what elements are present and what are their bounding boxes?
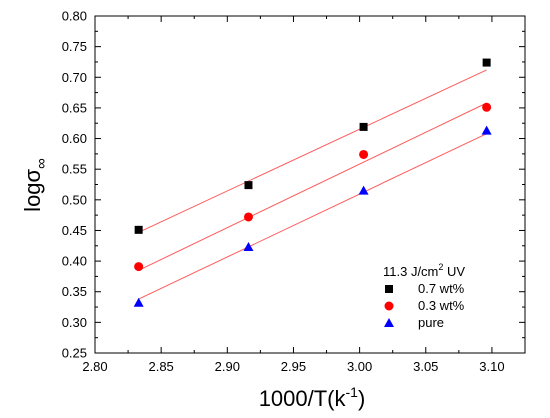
data-points	[133, 58, 492, 307]
fit-line	[138, 133, 487, 300]
fit-line	[138, 102, 487, 271]
data-point	[358, 185, 369, 195]
data-point	[243, 212, 253, 222]
y-tick-label: 0.65	[62, 100, 87, 115]
data-point	[482, 102, 492, 112]
x-tick-label: 3.00	[347, 359, 372, 374]
legend-marker	[384, 318, 394, 327]
data-point	[134, 225, 143, 234]
data-point	[243, 241, 254, 251]
y-tick-label: 0.50	[62, 192, 87, 207]
axis-ticks: 2.80 2.85 2.90 2.95 3.00 3.05 3.10 0.25 0.30 0.35…	[62, 9, 526, 374]
data-point	[481, 125, 492, 135]
legend-title-suffix: UV	[443, 264, 465, 279]
y-tick-label: 0.60	[62, 131, 87, 146]
legend-items: 0.7 wt% 0.3 wt% pure	[384, 281, 465, 330]
x-tick-label: 3.05	[413, 359, 438, 374]
y-tick-label: 0.70	[62, 70, 87, 85]
y-tick-label: 0.80	[62, 9, 87, 24]
y-tick-label: 0.75	[62, 39, 87, 54]
legend-marker	[384, 301, 394, 311]
y-tick-label: 0.55	[62, 162, 87, 177]
y-axis-label-subscript: ∞	[33, 158, 50, 169]
x-tick-label: 3.10	[479, 359, 504, 374]
y-axis-label: logσ∞	[20, 158, 50, 212]
data-point	[133, 297, 144, 307]
legend-label: 0.3 wt%	[418, 298, 465, 313]
fit-lines	[138, 69, 487, 300]
y-tick-label: 0.45	[62, 223, 87, 238]
data-point	[359, 149, 369, 159]
x-axis-label-superscript: -1	[346, 384, 359, 400]
x-tick-label: 2.80	[82, 359, 107, 374]
data-point	[134, 262, 144, 272]
y-tick-label: 0.40	[62, 254, 87, 269]
x-axis-label-close: )	[358, 386, 365, 411]
data-point	[244, 181, 253, 190]
y-tick-label: 0.25	[62, 346, 87, 361]
legend-title: 11.3 J/cm2 UV	[383, 262, 465, 279]
y-tick-label: 0.35	[62, 284, 87, 299]
legend-label: pure	[418, 315, 444, 330]
x-tick-label: 2.90	[215, 359, 240, 374]
y-tick-label: 0.30	[62, 315, 87, 330]
fit-line	[138, 69, 487, 233]
data-point	[482, 58, 491, 67]
x-axis-label: 1000/T(k-1)	[259, 384, 366, 411]
x-tick-label: 2.85	[148, 359, 173, 374]
legend-title-superscript: 2	[438, 262, 443, 272]
legend-marker	[385, 285, 393, 293]
data-point	[359, 122, 368, 131]
legend: 11.3 J/cm2 UV 0.7 wt% 0.3 wt% pure	[383, 262, 465, 330]
x-tick-label: 2.95	[281, 359, 306, 374]
legend-label: 0.7 wt%	[418, 281, 465, 296]
